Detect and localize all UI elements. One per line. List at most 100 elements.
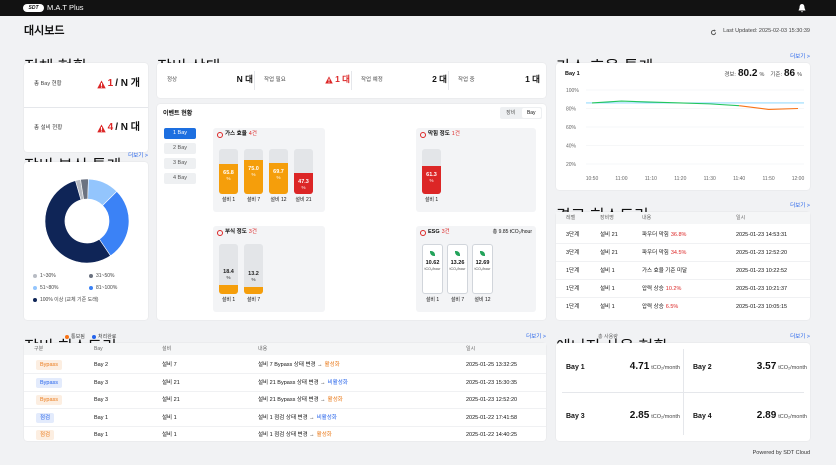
tab[interactable]: 장비 xyxy=(501,108,521,118)
legend-swatch xyxy=(92,335,96,339)
badge-text: Bypass xyxy=(40,362,58,368)
type-badge: 점검 xyxy=(36,413,54,423)
history-card: 구분Bay설비내용일시BypassBay 2설비 7설비 7 Bypass 상태… xyxy=(24,343,546,441)
legend-label: 81~100% xyxy=(96,285,117,291)
desc: 설비 21 Bypass 상태 변경 → xyxy=(258,397,326,404)
more-link[interactable]: 더보기 > xyxy=(128,152,148,160)
value: 4.71 xyxy=(630,361,649,373)
history-desc: 설비 21 Bypass 상태 변경 →활성화 xyxy=(258,397,343,404)
donut-chart xyxy=(44,178,130,264)
row-divider xyxy=(24,408,546,409)
panel-header: 부식 정도3건 xyxy=(217,229,257,236)
alert-icon xyxy=(97,80,106,89)
more-link[interactable]: 더보기 > xyxy=(790,53,810,61)
type-badge: Bypass xyxy=(36,395,62,405)
history-time: 2025-01-25 13:32:25 xyxy=(466,362,517,369)
history-desc: 설비 1 점검 상태 변경 →활성화 xyxy=(258,432,332,439)
bay-button[interactable]: 2 Bay xyxy=(164,143,196,154)
refresh-icon[interactable] xyxy=(710,29,717,36)
column-header: 일시 xyxy=(466,346,475,352)
tank-label: 설비 1 xyxy=(216,297,241,303)
more-link[interactable]: 더보기 > xyxy=(526,333,546,341)
percent: 36.8% xyxy=(671,232,687,239)
legend-label: 통보됨 xyxy=(71,334,85,340)
tank-fill xyxy=(244,287,263,294)
history-bay: Bay 3 xyxy=(94,380,108,387)
table-header-bg xyxy=(556,212,810,224)
status-count: 1 대 xyxy=(335,74,350,85)
energy-card: Bay 14.71tCO₂/monthBay 23.57tCO₂/monthBa… xyxy=(556,343,810,441)
notification-bell[interactable] xyxy=(797,3,807,13)
bay-button[interactable]: 3 Bay xyxy=(164,158,196,169)
divider xyxy=(24,107,148,108)
alert-time: 2025-01-23 14:53:31 xyxy=(736,232,787,239)
column-header: 내용 xyxy=(642,215,651,221)
legend-label: 31~50% xyxy=(96,273,115,279)
tank-label: 설비 1 xyxy=(419,297,446,303)
status-count: 2 대 xyxy=(432,74,447,85)
panel-title: 부식 정도 xyxy=(225,229,247,236)
column-header: Bay xyxy=(94,346,103,352)
energy-value: 2.85tCO₂/month xyxy=(630,410,680,422)
bay-button[interactable]: 1 Bay xyxy=(164,128,196,139)
alert-icon xyxy=(325,76,333,84)
more-link[interactable]: 더보기 > xyxy=(790,202,810,210)
status-value: 1 대 xyxy=(324,74,350,85)
divider xyxy=(448,71,449,90)
tank-unit: % xyxy=(294,185,313,190)
legend-label: 1~30% xyxy=(40,273,56,279)
percent: 10.2% xyxy=(666,286,682,293)
section-subtitle: 총 사용량 xyxy=(598,334,618,341)
alert-device: 설비 1 xyxy=(600,304,615,311)
alert-level: 1단계 xyxy=(566,268,579,275)
energy-bay: Bay 4 xyxy=(693,412,712,421)
tank-unit: % xyxy=(219,176,238,181)
tank: 18.4% xyxy=(219,244,238,294)
alert-content: 압력 상승10.2% xyxy=(642,286,681,293)
more-link[interactable]: 더보기 > xyxy=(790,333,810,341)
legend-label: 51~80% xyxy=(40,285,59,291)
result: 활성화 xyxy=(328,397,343,404)
overview-card: 총 Bay 현황1/ N 개총 설비 현황4/ N 대 xyxy=(24,63,148,152)
x-tick-label: 11:30 xyxy=(704,176,716,182)
divider xyxy=(562,392,804,393)
alert-level: 1단계 xyxy=(566,304,579,311)
result: 활성화 xyxy=(317,432,332,439)
x-tick-label: 11:50 xyxy=(762,176,774,182)
percent: 34.5% xyxy=(671,250,687,257)
overview-value: 4/ N 대 xyxy=(97,122,140,134)
row-divider xyxy=(24,391,546,392)
data-line xyxy=(592,101,739,106)
energy-value: 4.71tCO₂/month xyxy=(630,361,680,373)
history-time: 2025-01-23 15:30:35 xyxy=(466,380,517,387)
result: 비활성화 xyxy=(328,380,348,387)
history-time: 2025-01-22 17:41:58 xyxy=(466,415,517,422)
panel-icon xyxy=(217,230,223,236)
alert-device: 설비 21 xyxy=(600,250,618,257)
events-card: 이벤트 현황장비Bay1 Bay2 Bay3 Bay4 Bay가스 효율4건65… xyxy=(157,104,546,320)
alert-time: 2025-01-23 10:22:52 xyxy=(736,268,787,275)
legend-swatch xyxy=(33,298,37,302)
tank-label: 설비 12 xyxy=(266,197,291,203)
value: 3.57 xyxy=(757,361,776,373)
row-divider xyxy=(556,297,810,298)
gas-summary: 경보:80.2%기준:86% xyxy=(724,69,802,80)
event-panel: 부식 정도3건18.4%설비 113.2%설비 7 xyxy=(213,226,325,312)
panel-header: ESG3건 xyxy=(420,229,450,236)
panel-icon xyxy=(420,132,426,138)
row-divider xyxy=(556,243,810,244)
tank-label: 설비 1 xyxy=(419,197,444,203)
tab[interactable]: Bay xyxy=(522,108,542,118)
alerts-card: 레벨장비명내용일시3단계설비 21파우더 막힘36.8%2025-01-23 1… xyxy=(556,212,810,320)
legend-swatch xyxy=(89,286,93,290)
x-tick-label: 11:20 xyxy=(674,176,686,182)
tank: 75.0% xyxy=(244,149,263,194)
desc: 설비 1 점검 상태 변경 → xyxy=(258,415,315,422)
panel-title: 막힘 정도 xyxy=(428,131,450,138)
bay-select[interactable]: Bay 1 xyxy=(565,71,580,78)
bay-button[interactable]: 4 Bay xyxy=(164,173,196,184)
status-value: N 대 xyxy=(227,74,253,85)
line-chart: 100%80%60%40%20%10:5011:0011:1011:2011:3… xyxy=(556,84,810,188)
x-tick-label: 11:40 xyxy=(733,176,745,182)
alert-content: 파우더 막힘34.5% xyxy=(642,250,686,257)
